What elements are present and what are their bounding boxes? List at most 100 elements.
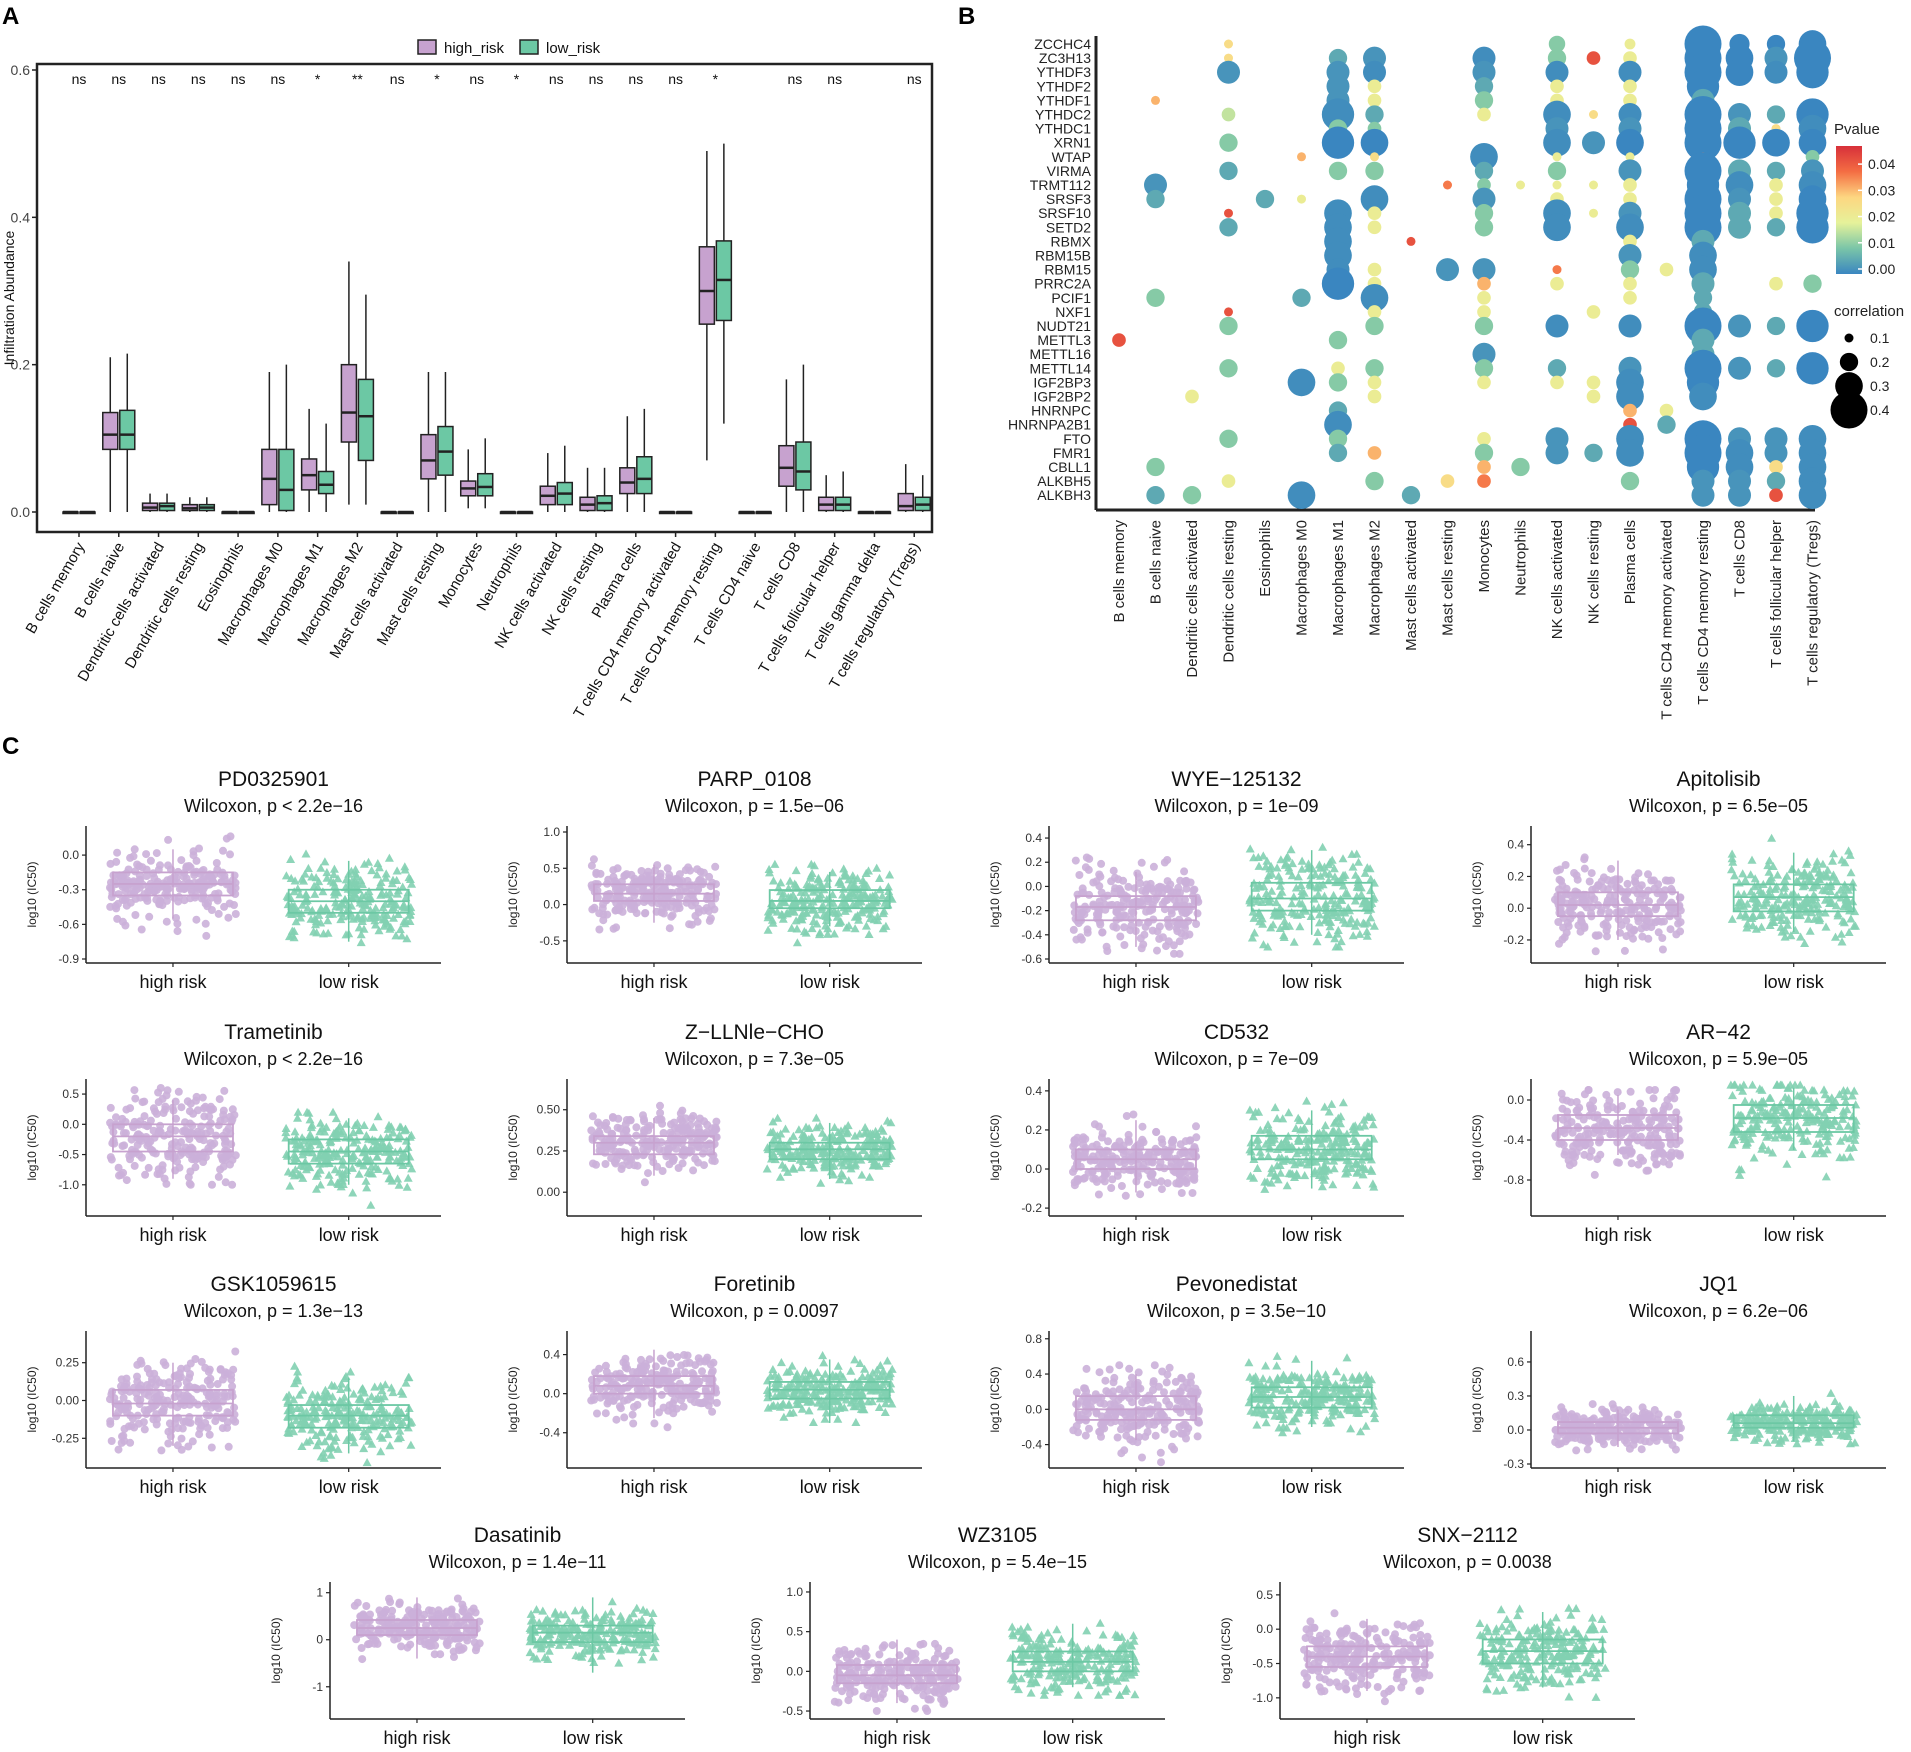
x-tick-label-low-risk: low risk [1282, 972, 1343, 992]
y-tick-label: 0.0 [1025, 879, 1042, 893]
data-point-high-risk [1071, 856, 1080, 865]
data-point-low-risk [1296, 880, 1306, 889]
data-point-low-risk [313, 1390, 323, 1399]
data-point-low-risk [786, 892, 796, 901]
legend: high_risk low_risk [417, 39, 601, 57]
data-point-low-risk [804, 1123, 814, 1132]
data-point-low-risk [1272, 863, 1282, 872]
data-point-high-risk [193, 1400, 202, 1409]
data-point-high-risk [1558, 891, 1567, 900]
data-point-low-risk [364, 857, 373, 866]
data-point-low-risk [1745, 1134, 1755, 1143]
data-point-low-risk [392, 866, 402, 875]
data-point-low-risk [349, 1389, 359, 1398]
data-point-high-risk [1674, 919, 1683, 928]
data-point-low-risk [329, 864, 339, 873]
data-point-low-risk [1330, 934, 1340, 943]
data-point-low-risk [1312, 937, 1322, 946]
data-point-high-risk [1651, 905, 1660, 914]
data-point-high-risk [1137, 944, 1146, 953]
data-point-high-risk [1124, 882, 1133, 891]
dot-virma-t-cells-follicular-helper [1766, 161, 1786, 181]
correlation-legend-dot [1839, 352, 1859, 372]
dot-nudt21-dendritic-cells-resting [1219, 316, 1238, 336]
data-point-low-risk [374, 926, 384, 935]
data-point-low-risk [373, 1112, 383, 1121]
data-point-high-risk [1081, 863, 1090, 872]
data-point-high-risk [219, 846, 227, 855]
data-point-low-risk [1282, 1181, 1292, 1190]
data-point-high-risk [1640, 904, 1649, 913]
data-point-high-risk [1153, 946, 1161, 955]
data-point-high-risk [694, 904, 703, 913]
x-tick-label-low-risk: low risk [800, 1225, 861, 1245]
data-point-low-risk [1818, 859, 1828, 868]
x-tick-label-high-risk: high risk [620, 972, 688, 992]
data-point-low-risk [1776, 922, 1786, 931]
data-point-high-risk [1591, 947, 1600, 956]
data-point-high-risk [1135, 873, 1144, 882]
dot-srsf10-nk-cells-resting [1589, 208, 1598, 218]
dot-zcchc4-plasma-cells [1624, 38, 1636, 50]
data-point-high-risk [157, 1446, 166, 1455]
dot-nxf1-nk-cells-resting [1586, 305, 1601, 319]
data-point-low-risk [1746, 887, 1756, 896]
data-point-high-risk [601, 1160, 610, 1168]
y-axis-label: log10 (IC50) [988, 1114, 1002, 1180]
dot-setd2-t-cells-cd8 [1728, 215, 1751, 239]
data-point-high-risk [139, 1418, 148, 1427]
data-point-low-risk [1766, 875, 1776, 884]
data-point-high-risk [224, 1442, 233, 1451]
row-label-rbm15: RBM15 [1044, 262, 1091, 278]
data-point-low-risk [1821, 922, 1831, 931]
column-label-nk-cells-resting: NK cells resting [1586, 520, 1603, 624]
data-point-high-risk [1612, 883, 1620, 892]
data-point-low-risk [767, 915, 777, 924]
drug-title: Apitolisib [1676, 768, 1760, 791]
data-point-low-risk [839, 864, 849, 873]
dot-xrn1-nk-cells-resting [1582, 131, 1605, 155]
y-tick-label: 0.50 [537, 1103, 561, 1117]
column-label-mast-cells-resting: Mast cells resting [1440, 520, 1457, 636]
data-point-high-risk [629, 879, 638, 888]
data-point-low-risk [860, 1123, 870, 1132]
dot-xrn1-t-cells-follicular-helper [1762, 128, 1790, 157]
dot-mettl3-b-cells-memory [1112, 333, 1126, 347]
box-high-risk [593, 883, 715, 902]
data-point-low-risk [1841, 1097, 1851, 1106]
data-point-low-risk [291, 1416, 301, 1425]
data-point-high-risk [1585, 877, 1594, 886]
data-point-low-risk [1247, 933, 1257, 942]
data-point-low-risk [1747, 894, 1757, 903]
data-point-low-risk [336, 1384, 346, 1393]
data-point-low-risk [285, 1181, 295, 1190]
column-label-plasma-cells: Plasma cells [1622, 520, 1639, 604]
dot-pcif1-b-cells-naive [1146, 288, 1165, 307]
data-point-low-risk [1366, 874, 1376, 883]
data-point-low-risk [1736, 1165, 1746, 1174]
data-point-low-risk [1350, 1149, 1360, 1158]
data-point-low-risk [310, 889, 320, 898]
dot-ythdf3-nk-cells-activated [1545, 60, 1569, 84]
data-point-low-risk [1829, 849, 1838, 858]
data-point-high-risk [199, 1136, 208, 1145]
data-point-high-risk [213, 1380, 222, 1388]
data-point-low-risk [324, 1418, 334, 1427]
data-point-low-risk [381, 873, 391, 882]
data-point-high-risk [113, 848, 122, 857]
y-tick-label: -0.2 [1021, 1201, 1042, 1215]
data-point-low-risk [386, 1122, 396, 1131]
row-label-hnrnpa2b1: HNRNPA2B1 [1008, 417, 1091, 433]
data-point-high-risk [114, 1408, 123, 1417]
box-macrophages-m1-low-risk [317, 470, 335, 495]
data-point-low-risk [1727, 849, 1737, 858]
data-point-low-risk [1271, 898, 1281, 907]
data-point-low-risk [877, 891, 887, 900]
data-point-low-risk [373, 1164, 383, 1173]
data-point-low-risk [1839, 1153, 1849, 1162]
data-point-high-risk [219, 1106, 228, 1115]
data-point-high-risk [1659, 1157, 1668, 1166]
plot-frame [35, 62, 934, 534]
box-high-risk [112, 1123, 234, 1153]
